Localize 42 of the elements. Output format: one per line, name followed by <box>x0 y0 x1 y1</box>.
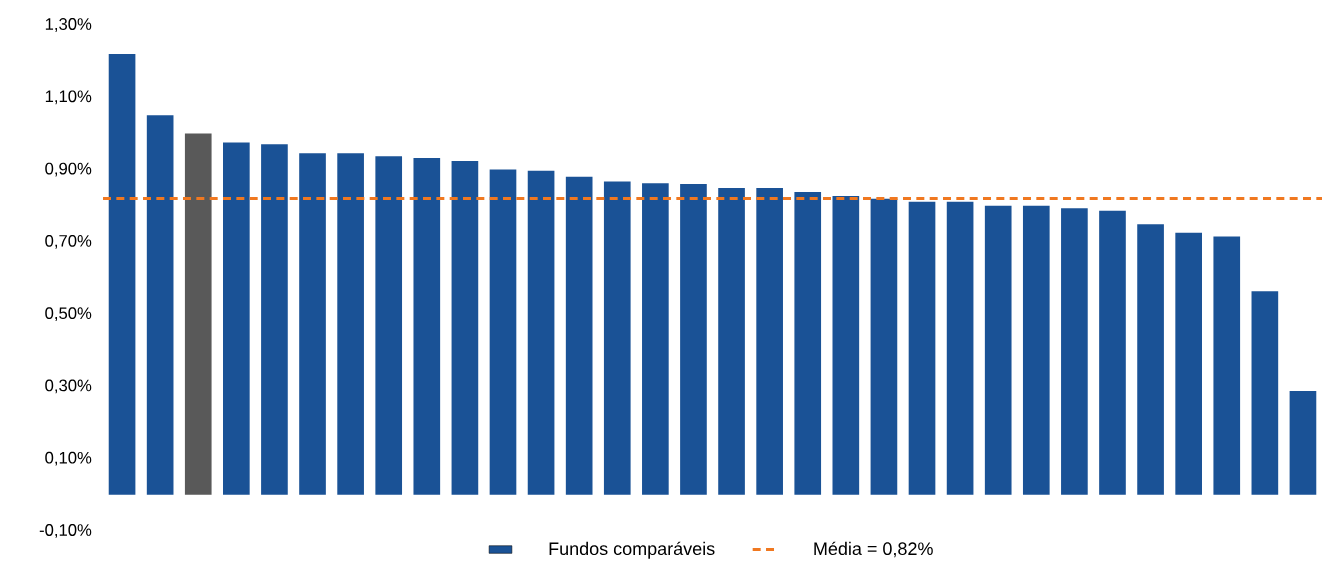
bar <box>184 133 212 495</box>
bar <box>223 142 250 495</box>
bar <box>413 158 441 495</box>
bar <box>642 183 669 495</box>
bar <box>984 205 1012 495</box>
bar <box>565 176 593 495</box>
legend-label: Fundos comparáveis <box>549 541 715 559</box>
y-tick-label: 0,30% <box>45 379 92 394</box>
bar <box>603 181 631 495</box>
bar <box>1099 210 1126 495</box>
bar <box>1175 232 1202 495</box>
bar <box>261 144 288 495</box>
bar <box>146 115 174 495</box>
bar <box>1251 291 1279 495</box>
bar <box>870 198 898 495</box>
bar <box>1022 205 1050 495</box>
y-tick-label: 0,10% <box>45 451 92 466</box>
bar <box>1137 224 1164 495</box>
bar <box>756 187 783 495</box>
bar <box>794 191 822 495</box>
bar <box>451 160 479 495</box>
y-tick-label: 0,90% <box>45 162 92 177</box>
bar <box>1289 391 1317 495</box>
y-tick-label: -0,10% <box>39 524 92 538</box>
legend-label: Média = 0,82% <box>814 541 933 558</box>
bar <box>680 184 707 495</box>
bar <box>946 201 974 495</box>
y-tick-label: 1,30% <box>45 18 92 32</box>
bar <box>908 201 936 495</box>
y-tick-label: 0,70% <box>45 234 92 249</box>
bar <box>832 195 860 495</box>
bar <box>489 169 517 495</box>
bar <box>375 156 403 495</box>
bar <box>1061 208 1088 495</box>
y-tick-label: 0,50% <box>45 307 92 322</box>
bar <box>108 53 136 495</box>
bar <box>718 187 745 495</box>
bar <box>1213 236 1241 495</box>
y-tick-label: 1,10% <box>45 90 92 105</box>
bar <box>337 153 364 495</box>
bar <box>527 170 555 495</box>
bar <box>299 153 326 495</box>
